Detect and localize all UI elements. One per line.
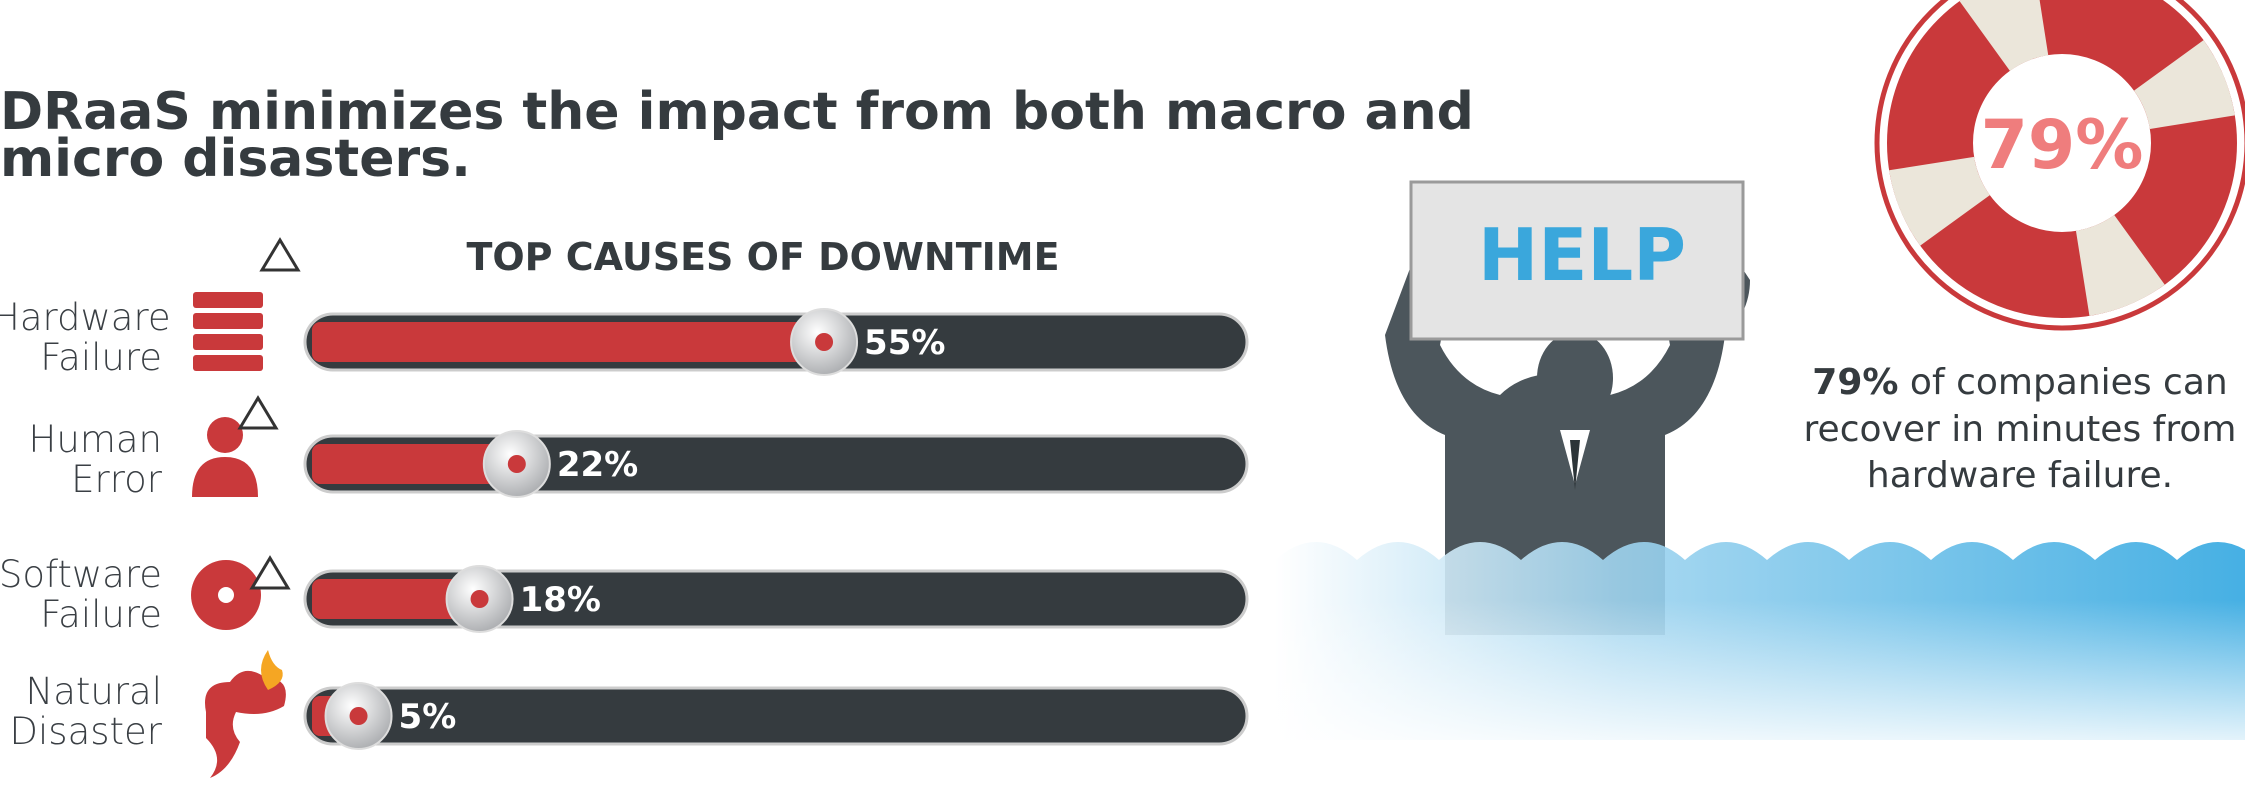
stat: 79% (1981, 106, 2144, 185)
chart-area: 55% 22% 18% 5% (305, 309, 1247, 749)
icons (191, 240, 298, 778)
value-label: 22% (557, 445, 638, 485)
headline-line: micro disasters. (0, 129, 471, 189)
category-label: Natural Disaster (0, 672, 162, 752)
chart-title: TOP CAUSES OF DOWNTIME (466, 235, 1059, 279)
lifebuoy: 79% (1877, 0, 2245, 328)
caption-line: of companies can (1910, 362, 2228, 403)
bar-knob-dot (350, 707, 368, 725)
category-label: Human Error (0, 420, 162, 500)
bar-knob-dot (815, 333, 833, 351)
caption-emphasis: 79% (1812, 362, 1898, 403)
category-label: Software Failure (0, 555, 162, 635)
value-label: 55% (864, 323, 945, 363)
page: DRaaS minimizes the impact from both mac… (0, 0, 2245, 804)
caption: 79% of companies can (1812, 362, 2227, 403)
bar (312, 322, 824, 362)
category-label: Hardware Failure (0, 298, 162, 378)
caption-line: recover in minutes from (1804, 409, 2237, 450)
value-label: 5% (399, 697, 457, 737)
value-label: 18% (520, 580, 601, 620)
infographic: DRaaS minimizes the impact from both mac… (0, 0, 2245, 804)
bar-knob-dot (508, 455, 526, 473)
bar-knob-dot (471, 590, 489, 608)
sign-text: HELP (1478, 213, 1686, 297)
caption-line: hardware failure. (1867, 455, 2173, 496)
